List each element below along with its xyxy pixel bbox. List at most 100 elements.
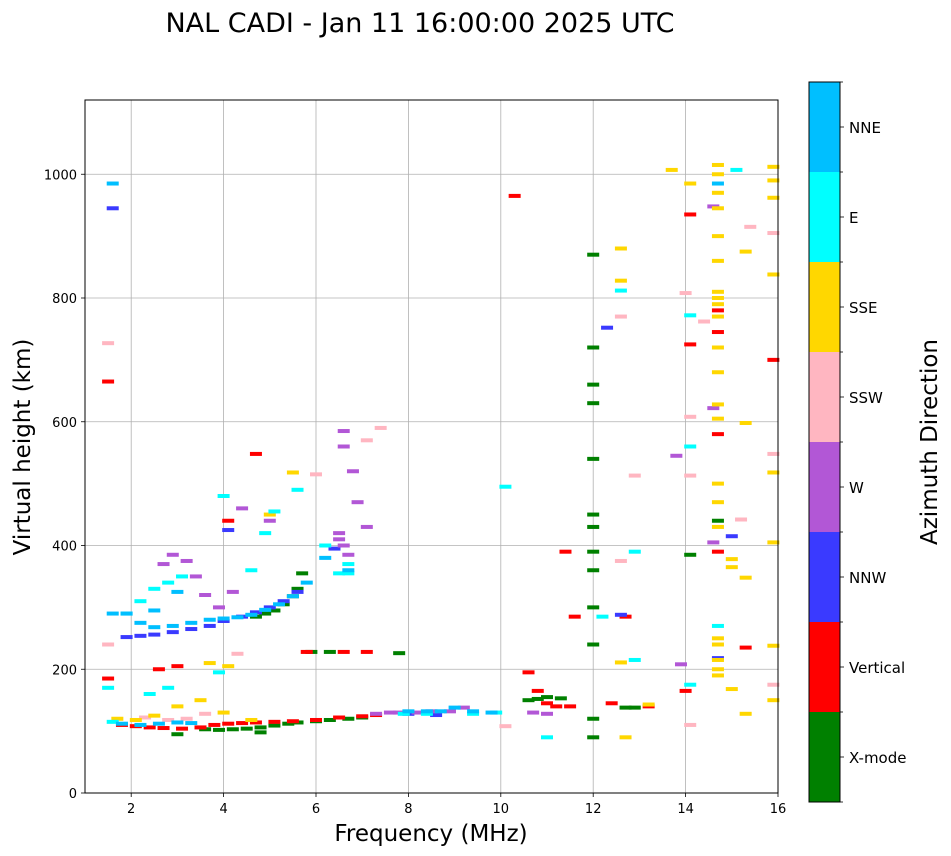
data-point-ssw <box>767 682 780 687</box>
data-point-w <box>351 500 364 505</box>
data-point-vertical <box>684 212 697 217</box>
data-point-w <box>199 593 212 597</box>
data-point-vertical <box>541 701 553 706</box>
colorbar-frame <box>808 81 841 803</box>
data-point-e <box>106 719 119 724</box>
data-point-sse <box>767 272 780 277</box>
data-point-ssw <box>180 716 193 721</box>
data-point-nne <box>106 611 119 616</box>
data-point-x-mode <box>587 716 600 721</box>
data-point-sse <box>614 278 627 283</box>
data-point-nnw <box>222 528 235 533</box>
data-point-nne <box>434 709 447 714</box>
data-point-e <box>541 735 553 740</box>
data-point-nnw <box>148 632 161 637</box>
data-point-x-mode <box>259 611 272 616</box>
data-point-e <box>467 711 480 716</box>
data-point-w <box>457 705 470 710</box>
colorbar-swatch-sse <box>809 262 840 352</box>
data-point-sse <box>711 673 724 678</box>
grid-lines <box>85 100 779 794</box>
data-point-e <box>684 444 697 449</box>
data-point-nnw <box>430 713 443 718</box>
y-tick-label: 800 <box>52 292 77 307</box>
data-point-e <box>711 623 724 628</box>
data-point-e <box>499 484 512 489</box>
data-point-w <box>263 518 276 523</box>
data-point-ssw <box>767 451 780 456</box>
data-point-w <box>189 574 202 579</box>
data-point-w <box>226 589 239 594</box>
data-point-nne <box>231 615 244 620</box>
data-point-sse <box>222 664 235 669</box>
data-point-nnw <box>249 610 262 615</box>
data-point-e <box>342 571 355 576</box>
data-point-w <box>443 709 456 714</box>
data-point-e <box>397 711 410 716</box>
data-point-sse <box>725 557 738 562</box>
colorbar-swatch-nne <box>809 82 840 172</box>
x-tick-label: 12 <box>585 802 602 817</box>
data-point-vertical <box>176 726 189 731</box>
data-point-nne <box>319 555 332 560</box>
data-point-e <box>614 288 627 293</box>
colorbar-tick-label: SSE <box>849 299 878 317</box>
data-point-ssw <box>199 711 212 716</box>
data-point-nnw <box>291 589 304 594</box>
data-point-nne <box>171 720 184 725</box>
data-point-ssw <box>614 558 627 563</box>
data-point-sse <box>711 657 724 662</box>
data-point-w <box>370 711 383 716</box>
colorbar-tick-label: X-mode <box>849 749 906 767</box>
data-point-vertical <box>564 704 577 709</box>
data-point-e <box>102 685 115 690</box>
data-point-sse <box>171 704 184 709</box>
colorbar-tick-label: SSW <box>849 389 883 407</box>
data-point-nne <box>217 616 230 621</box>
data-point-sse <box>642 702 655 707</box>
data-point-vertical <box>222 518 235 523</box>
data-point-ssw <box>360 438 373 443</box>
data-point-x-mode <box>587 524 600 529</box>
data-point-e <box>212 670 225 675</box>
data-point-nne <box>171 589 184 594</box>
plot-area-frame <box>84 99 779 794</box>
data-point-vertical <box>356 714 369 719</box>
data-point-e <box>162 580 175 585</box>
data-point-sse <box>711 302 724 307</box>
data-points <box>102 162 780 740</box>
y-axis-label: Virtual height (km) <box>10 339 36 556</box>
data-point-w <box>236 506 249 511</box>
data-point-nne <box>152 721 165 726</box>
data-point-sse <box>614 246 627 251</box>
data-point-nnw <box>725 534 738 539</box>
data-point-nne <box>273 602 286 607</box>
x-tick-label: 16 <box>770 802 787 817</box>
data-point-vertical <box>249 720 262 725</box>
data-point-nnw <box>614 612 627 617</box>
data-point-vertical <box>208 722 221 727</box>
data-point-nne <box>711 181 724 186</box>
data-point-vertical <box>711 432 724 437</box>
data-point-vertical <box>286 719 299 724</box>
data-point-x-mode <box>254 725 267 730</box>
data-point-sse <box>684 181 697 186</box>
data-point-sse <box>711 667 724 672</box>
data-point-nne <box>185 721 198 726</box>
data-point-e <box>319 543 332 548</box>
colorbar-swatch-ssw <box>809 352 840 442</box>
data-point-w <box>333 531 346 536</box>
data-point-w <box>707 406 720 411</box>
data-point-vertical <box>310 717 322 722</box>
y-tick-label: 600 <box>52 416 77 431</box>
data-point-e <box>342 562 355 567</box>
y-tick-label: 0 <box>69 787 77 802</box>
data-point-sse <box>739 420 752 425</box>
data-point-nne <box>420 709 433 714</box>
data-point-nne <box>120 611 133 616</box>
data-point-sse <box>767 540 780 545</box>
data-point-e <box>245 568 258 573</box>
axis-ticks: 2 4 6 8 10 12 14 16 0 200 400 600 800 1000 <box>44 168 786 817</box>
data-point-sse <box>711 416 724 421</box>
data-point-vertical <box>679 688 692 693</box>
